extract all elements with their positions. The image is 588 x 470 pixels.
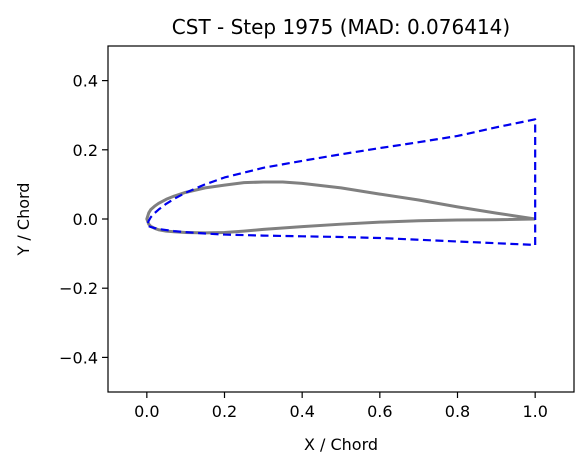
- y-tick-label: 0.0: [73, 210, 98, 229]
- plot-layer: [145, 118, 537, 247]
- x-tick-label: 0.6: [367, 402, 392, 421]
- y-tick-label: 0.4: [73, 72, 98, 91]
- x-tick-label: 0.4: [289, 402, 314, 421]
- x-tick-label: 0.2: [212, 402, 237, 421]
- series-line-dashed: [145, 118, 537, 247]
- series-line-solid: [145, 180, 536, 235]
- x-axis-label: X / Chord: [304, 435, 378, 454]
- y-axis-label: Y / Chord: [14, 183, 33, 257]
- axes-layer: 0.0 0.2 0.4 0.6 0.8 1.0 −0.4 −0.2 0.0 0.2 0.4: [59, 45, 575, 421]
- x-tick-label: 0.8: [445, 402, 470, 421]
- y-tick-label: −0.4: [59, 348, 98, 367]
- chart-title: CST - Step 1975 (MAD: 0.076414): [172, 15, 510, 39]
- x-tick-label: 1.0: [522, 402, 547, 421]
- y-tick-label: 0.2: [73, 141, 98, 160]
- y-tick-label: −0.2: [59, 279, 98, 298]
- x-tick-label: 0.0: [134, 402, 159, 421]
